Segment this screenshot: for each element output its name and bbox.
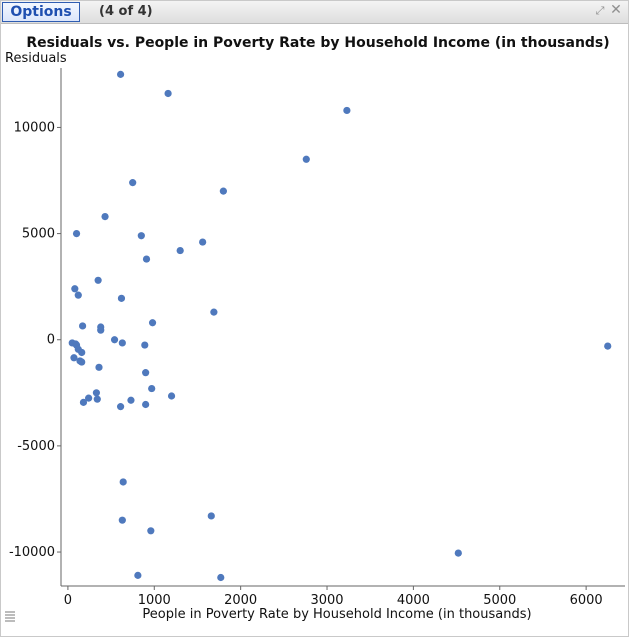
y-tick-label: 0 [47, 333, 55, 348]
expand-icon[interactable]: ⤢ [595, 4, 605, 17]
x-tick-label: 4000 [397, 593, 430, 608]
data-point [141, 341, 149, 349]
data-point [78, 322, 87, 330]
tick-group: -10000 -5000 0 5000 10000 0 1000 2000 3000 4000 50… [9, 120, 603, 608]
data-point [142, 369, 150, 377]
data-point [92, 389, 101, 397]
data-point [148, 384, 156, 393]
data-point [129, 179, 137, 187]
data-point [137, 232, 145, 240]
data-point [118, 339, 126, 347]
axes [60, 68, 625, 587]
data-point [94, 276, 102, 284]
data-point [604, 342, 612, 350]
x-tick-label: 6000 [570, 593, 603, 608]
menu-icon[interactable] [4, 607, 16, 622]
data-point [78, 358, 86, 366]
scatter-chart: Residuals vs. People in Poverty Rate by … [5, 35, 625, 622]
data-point [119, 478, 127, 486]
y-tick-label: -10000 [9, 545, 55, 560]
data-point [147, 527, 155, 535]
data-point [207, 512, 215, 520]
data-point [85, 394, 93, 402]
data-point [110, 336, 119, 344]
data-point [210, 308, 218, 316]
data-point [343, 106, 351, 115]
y-tick-label: 5000 [22, 227, 55, 242]
page-indicator: (4 of 4) [99, 4, 153, 19]
x-axis-label: People in Poverty Rate by Household Inco… [142, 607, 531, 622]
data-point [302, 155, 310, 163]
data-point [127, 396, 135, 404]
x-tick-label: 2000 [224, 593, 257, 608]
data-point [101, 213, 109, 221]
data-point [176, 246, 184, 255]
data-point [78, 348, 86, 357]
options-button[interactable]: Options [2, 2, 80, 22]
data-point [117, 294, 126, 302]
data-points [68, 70, 612, 582]
data-point [148, 319, 157, 327]
data-point [118, 516, 126, 524]
close-icon[interactable]: ✕ [610, 2, 622, 18]
data-point [219, 187, 227, 195]
data-point [164, 89, 172, 98]
data-point [93, 395, 101, 403]
window-toolbar: Options (4 of 4) ⤢ ✕ [1, 1, 628, 24]
data-point [454, 549, 462, 557]
data-point [199, 238, 207, 246]
data-point [116, 403, 125, 411]
data-point [134, 571, 142, 579]
y-tick-label: 10000 [14, 120, 55, 135]
x-tick-label: 3000 [310, 593, 343, 608]
data-point [95, 363, 103, 371]
x-tick-label: 5000 [483, 593, 516, 608]
data-point [167, 392, 176, 400]
x-tick-label: 1000 [138, 593, 171, 608]
data-point [217, 573, 225, 582]
chart-title: Residuals vs. People in Poverty Rate by … [26, 35, 609, 51]
plot-area: Residuals vs. People in Poverty Rate by … [1, 24, 628, 636]
data-point [97, 326, 105, 334]
data-point [116, 70, 125, 78]
data-point [72, 229, 81, 238]
y-tick-label: -5000 [17, 439, 55, 454]
y-axis-label: Residuals [5, 51, 67, 66]
data-point [70, 354, 78, 362]
data-point [71, 285, 79, 293]
data-point [74, 291, 82, 299]
data-point [79, 398, 88, 406]
x-tick-label: 0 [64, 593, 72, 608]
data-point [142, 255, 151, 263]
data-point [142, 400, 150, 409]
